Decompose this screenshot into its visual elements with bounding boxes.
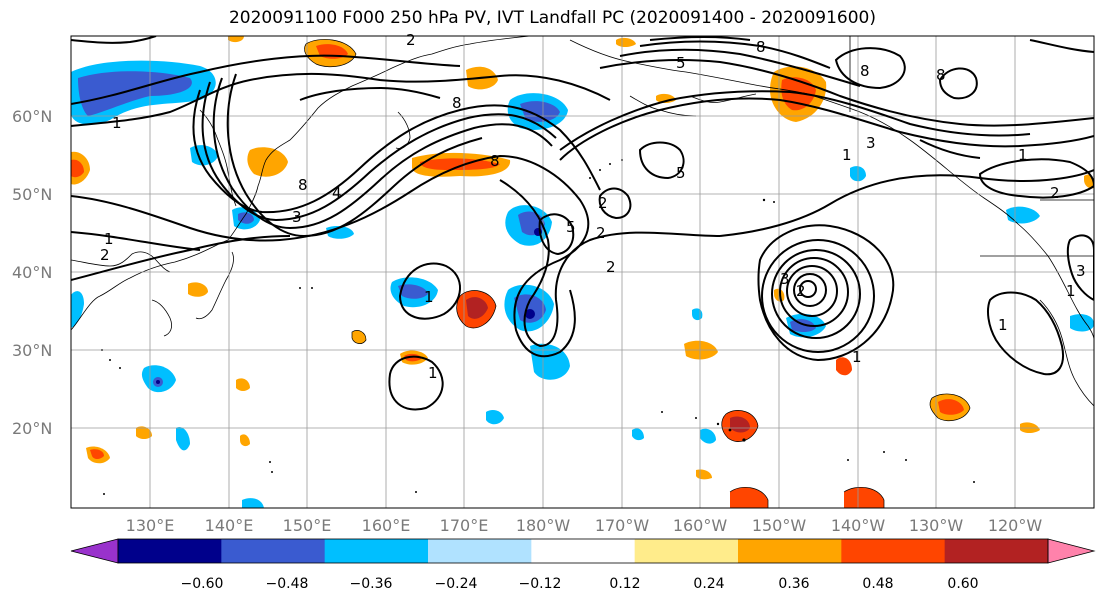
contour-label: 1 <box>104 230 114 248</box>
colorbar-tick-label: −0.48 <box>266 576 309 592</box>
lon-label: 150°W <box>752 516 807 535</box>
contour-label: 8 <box>756 38 766 56</box>
colorbar-tick-label: −0.60 <box>181 576 224 592</box>
lat-label: 30°N <box>12 341 52 360</box>
colorbar-segment <box>841 539 946 563</box>
contour-label: 3 <box>1076 262 1086 280</box>
contour-label: 1 <box>842 146 852 164</box>
contour-label: 1 <box>1066 282 1076 300</box>
colorbar-segment <box>221 539 326 563</box>
contour-label: 8 <box>860 62 870 80</box>
map-frame <box>70 35 1095 509</box>
contour-label: 1 <box>998 316 1008 334</box>
colorbar-segment <box>118 539 222 563</box>
ivt-contours <box>71 36 1094 411</box>
colorbar-tick-label: −0.24 <box>435 576 478 592</box>
colorbar <box>70 538 1096 564</box>
colorbar-tick-labels: −0.60 −0.48 −0.36 −0.24 −0.12 0.12 0.24 … <box>181 576 979 592</box>
contour-label: 2 <box>796 282 806 300</box>
colorbar-segment <box>944 539 1049 563</box>
contour-label: 8 <box>936 66 946 84</box>
contour-label: 1 <box>112 114 122 132</box>
contour-label: 2 <box>100 246 110 264</box>
contour-label: 5 <box>676 54 686 72</box>
lon-label: 140°W <box>831 516 886 535</box>
lat-label: 20°N <box>12 419 52 438</box>
lat-label: 40°N <box>12 263 52 282</box>
contour-label: 8 <box>452 94 462 112</box>
map-title: 2020091100 F000 250 hPa PV, IVT Landfall… <box>228 8 876 28</box>
lon-label: 130°W <box>909 516 964 535</box>
contour-label: 3 <box>292 208 302 226</box>
lat-label: 60°N <box>12 107 52 126</box>
colorbar-segment <box>634 539 739 563</box>
contour-label: 5 <box>566 218 576 236</box>
colorbar-segment <box>531 539 636 563</box>
contour-label: 8 <box>490 152 500 170</box>
lon-label: 160°E <box>362 516 411 535</box>
lon-label: 130°E <box>126 516 175 535</box>
colorbar-extend-low <box>70 538 119 564</box>
contour-label: 2 <box>606 258 616 276</box>
lon-label: 180°W <box>516 516 571 535</box>
lon-label: 140°E <box>205 516 254 535</box>
anomaly-outlines <box>304 39 971 508</box>
contour-label: 8 <box>298 176 308 194</box>
colorbar-tick-label: 0.48 <box>862 576 893 592</box>
colorbar-frame <box>117 538 1049 564</box>
contour-label: 3 <box>866 134 876 152</box>
graticule <box>71 36 1094 508</box>
contour-label: 5 <box>676 164 686 182</box>
colorbar-tick-label: 0.36 <box>778 576 809 592</box>
colorbar-tick-label: −0.12 <box>519 576 562 592</box>
contour-label: 3 <box>780 270 790 288</box>
colorbar-segment <box>324 539 429 563</box>
contour-label: 2 <box>1050 184 1060 202</box>
lon-label: 170°E <box>440 516 489 535</box>
longitude-labels: 130°E 140°E 150°E 160°E 170°E 180°W 170°… <box>126 516 1043 535</box>
lon-label: 150°E <box>283 516 332 535</box>
contour-labels: 1 8 2 8 5 8 8 4 3 8 3 1 2 1 2 1 8 5 2 5 … <box>100 31 1086 382</box>
colorbar-tick-label: −0.36 <box>350 576 393 592</box>
lon-label: 120°W <box>988 516 1043 535</box>
contour-label: 1 <box>424 288 434 306</box>
colorbar-tick-label: 0.60 <box>947 576 978 592</box>
contour-label: 1 <box>428 364 438 382</box>
contour-label: 2 <box>596 224 606 242</box>
latitude-labels: 60°N 50°N 40°N 30°N 20°N <box>12 107 52 438</box>
colorbar-extend-high <box>1047 538 1096 564</box>
contour-label: 4 <box>332 184 342 202</box>
colorbar-segment <box>738 539 842 563</box>
contour-label: 1 <box>852 348 862 366</box>
contour-label: 2 <box>406 31 416 49</box>
colorbar-tick-label: 0.24 <box>693 576 724 592</box>
colorbar-segment <box>428 539 532 563</box>
lat-label: 50°N <box>12 185 52 204</box>
contour-label: 2 <box>598 194 608 212</box>
colorbar-tick-label: 0.12 <box>609 576 640 592</box>
lon-label: 170°W <box>595 516 650 535</box>
contour-label: 1 <box>1018 146 1028 164</box>
lon-label: 160°W <box>673 516 728 535</box>
